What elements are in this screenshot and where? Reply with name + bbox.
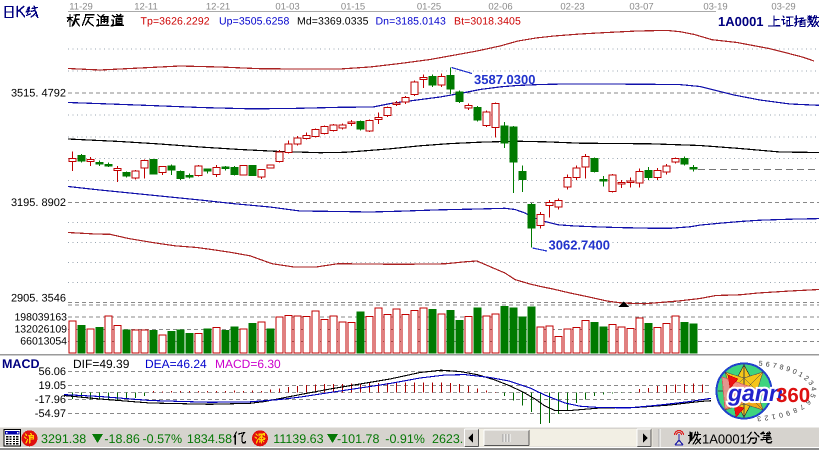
svg-text:-0.91%: -0.91%: [385, 432, 425, 446]
svg-text:03-29: 03-29: [771, 2, 795, 13]
svg-text:198039163: 198039163: [14, 312, 67, 324]
svg-text:03-19: 03-19: [703, 2, 727, 13]
svg-text:Md=3369.0335: Md=3369.0335: [297, 16, 369, 28]
svg-text:Up=3505.6258: Up=3505.6258: [219, 16, 289, 28]
svg-text:3587.0300: 3587.0300: [474, 72, 535, 87]
svg-text:3515. 4792: 3515. 4792: [11, 88, 66, 100]
svg-text:7: 7: [772, 362, 777, 370]
svg-text:11139.63: 11139.63: [273, 432, 323, 446]
svg-text:6: 6: [804, 398, 812, 406]
svg-text:1A0001: 1A0001: [702, 432, 747, 447]
svg-text:DEA=46.24: DEA=46.24: [145, 357, 207, 371]
svg-text:01-25: 01-25: [417, 2, 441, 13]
svg-text:Bt=3018.3405: Bt=3018.3405: [454, 16, 521, 28]
svg-text:3: 3: [806, 380, 814, 387]
svg-text:-0.57%: -0.57%: [143, 432, 183, 446]
svg-text:11-29: 11-29: [69, 2, 93, 13]
svg-text:5: 5: [758, 361, 763, 368]
svg-text:02-23: 02-23: [560, 2, 584, 13]
svg-text:1: 1: [797, 371, 804, 379]
svg-text:2: 2: [764, 413, 769, 420]
svg-text:1834.58: 1834.58: [187, 432, 232, 446]
svg-text:12-11: 12-11: [134, 2, 158, 13]
svg-text:gann: gann: [727, 380, 783, 406]
svg-text:-18.86: -18.86: [104, 432, 139, 446]
svg-text:8: 8: [791, 406, 797, 414]
svg-text:MACD: MACD: [2, 357, 40, 371]
svg-text:1A0001: 1A0001: [718, 14, 764, 29]
svg-text:56.06: 56.06: [38, 366, 66, 378]
svg-text:2623.: 2623.: [432, 432, 463, 446]
svg-text:-54.97: -54.97: [35, 408, 66, 420]
svg-text:9: 9: [785, 408, 791, 416]
svg-text:gann: gann: [727, 380, 783, 406]
svg-text:7: 7: [798, 402, 805, 410]
svg-text:5: 5: [808, 392, 816, 398]
svg-text:12-21: 12-21: [206, 2, 230, 13]
svg-text:2: 2: [802, 375, 810, 383]
svg-text:02-06: 02-06: [488, 2, 512, 13]
svg-text:3291.38: 3291.38: [41, 432, 86, 446]
svg-text:1: 1: [771, 412, 776, 420]
svg-text:360: 360: [776, 384, 810, 407]
svg-text:MACD=6.30: MACD=6.30: [215, 357, 281, 371]
svg-text:132026109: 132026109: [14, 324, 67, 336]
svg-text:6: 6: [765, 361, 770, 369]
svg-text:3: 3: [757, 414, 762, 421]
svg-text:9: 9: [785, 366, 791, 374]
svg-text:3062.7400: 3062.7400: [549, 238, 610, 253]
svg-text:2905. 3546: 2905. 3546: [11, 293, 66, 305]
svg-text:Tp=3626.2292: Tp=3626.2292: [141, 16, 210, 28]
svg-text:-17.96: -17.96: [35, 394, 66, 406]
svg-text:0: 0: [791, 368, 797, 376]
svg-text:19.05: 19.05: [38, 380, 66, 392]
svg-text:3195. 8902: 3195. 8902: [11, 197, 66, 209]
svg-text:Dn=3185.0143: Dn=3185.0143: [376, 16, 446, 28]
svg-text:03-07: 03-07: [629, 2, 653, 13]
svg-text:01-15: 01-15: [341, 2, 365, 13]
svg-text:DIF=49.39: DIF=49.39: [73, 357, 130, 371]
svg-text:4: 4: [809, 386, 817, 391]
svg-text:-101.78: -101.78: [337, 432, 379, 446]
svg-text:01-03: 01-03: [275, 2, 299, 13]
svg-text:8: 8: [779, 364, 785, 372]
svg-text:0: 0: [778, 410, 784, 418]
svg-text:66013054: 66013054: [20, 336, 67, 348]
